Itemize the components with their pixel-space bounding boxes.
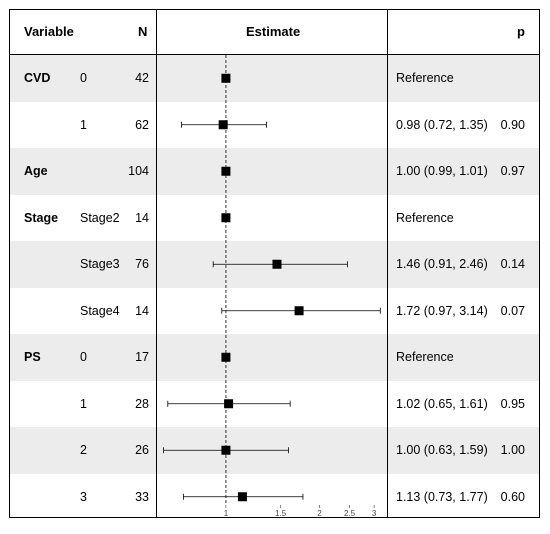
- n-cell: 14: [135, 210, 149, 225]
- header-estimate: Estimate: [246, 24, 301, 39]
- estimate-cell: 0.98 (0.72, 1.35): [396, 117, 488, 132]
- estimate-cell: Reference: [396, 71, 454, 85]
- estimate-cell: Reference: [396, 350, 454, 364]
- estimate-marker: [221, 213, 231, 223]
- estimate-cell: 1.13 (0.73, 1.77): [396, 489, 488, 504]
- level-cell: 3: [80, 489, 87, 504]
- estimate-cell: 1.46 (0.91, 2.46): [396, 257, 488, 271]
- n-cell: 33: [135, 489, 149, 504]
- p-value-cell: 0.97: [500, 164, 525, 178]
- x-tick-label: 2.5: [344, 509, 356, 518]
- estimate-marker: [221, 352, 231, 362]
- n-cell: 42: [135, 71, 149, 85]
- x-tick-label: 3: [372, 509, 377, 518]
- table-row: 3 33 1.13 (0.73, 1.77) 0.60: [10, 474, 539, 518]
- table-row: CVD 0 42 Reference: [10, 55, 539, 102]
- n-cell: 62: [135, 117, 149, 132]
- level-cell: 0: [80, 350, 87, 364]
- header-variable: Variable: [24, 24, 74, 39]
- table-row: 1 62 0.98 (0.72, 1.35) 0.90: [10, 102, 539, 149]
- table-row: Stage3 76 1.46 (0.91, 2.46) 0.14: [10, 241, 539, 288]
- x-tick-label: 2: [317, 509, 322, 518]
- table-row: Age 104 1.00 (0.99, 1.01) 0.97: [10, 148, 539, 195]
- level-cell: 2: [80, 443, 87, 457]
- column-divider-right: [387, 10, 388, 517]
- estimate-marker: [218, 120, 228, 130]
- variable-cell: Age: [24, 164, 48, 178]
- level-cell: Stage3: [80, 257, 120, 271]
- level-cell: Stage2: [80, 210, 120, 225]
- estimate-marker: [224, 399, 234, 409]
- estimate-cell: Reference: [396, 210, 454, 225]
- estimate-marker: [221, 73, 231, 83]
- n-cell: 14: [135, 303, 149, 318]
- forest-plot-table: CVD 0 42 Reference 1 62 0.98 (0.72, 1.35) 0.90 A…: [9, 9, 540, 518]
- estimate-cell: 1.00 (0.99, 1.01): [396, 164, 488, 178]
- estimate-marker: [272, 259, 282, 269]
- p-value-cell: 0.14: [500, 257, 525, 271]
- p-value-cell: 0.60: [500, 489, 525, 504]
- header-p: p: [517, 24, 525, 39]
- estimate-cell: 1.00 (0.63, 1.59): [396, 443, 488, 457]
- n-cell: 26: [135, 443, 149, 457]
- p-value-cell: 0.07: [500, 303, 525, 318]
- header-n: N: [138, 24, 148, 39]
- level-cell: 0: [80, 71, 87, 85]
- level-cell: 1: [80, 117, 87, 132]
- p-value-cell: 1.00: [500, 443, 525, 457]
- forest-plot: 1 1.5 2 2.5 3: [163, 55, 381, 518]
- table-row: 1 28 1.02 (0.65, 1.61) 0.95: [10, 381, 539, 428]
- variable-cell: PS: [24, 350, 41, 364]
- estimate-marker: [237, 492, 247, 502]
- header-divider: [10, 54, 539, 55]
- n-cell: 76: [135, 257, 149, 271]
- estimate-cell: 1.72 (0.97, 3.14): [396, 303, 488, 318]
- n-cell: 104: [128, 164, 149, 178]
- x-tick-label: 1: [224, 509, 229, 518]
- variable-cell: CVD: [24, 71, 51, 85]
- table-row: PS 0 17 Reference: [10, 334, 539, 381]
- table-row: Stage Stage2 14 Reference: [10, 195, 539, 242]
- n-cell: 28: [135, 396, 149, 411]
- table-row: Stage4 14 1.72 (0.97, 3.14) 0.07: [10, 288, 539, 335]
- p-value-cell: 0.95: [500, 396, 525, 411]
- p-value-cell: 0.90: [500, 117, 525, 132]
- estimate-marker: [221, 445, 231, 455]
- level-cell: Stage4: [80, 303, 120, 318]
- x-tick-label: 1.5: [275, 509, 287, 518]
- estimate-cell: 1.02 (0.65, 1.61): [396, 396, 488, 411]
- estimate-marker: [294, 306, 304, 316]
- variable-cell: Stage: [24, 210, 59, 225]
- column-divider-left: [156, 10, 157, 517]
- level-cell: 1: [80, 396, 87, 411]
- estimate-marker: [221, 166, 231, 176]
- n-cell: 17: [135, 350, 149, 364]
